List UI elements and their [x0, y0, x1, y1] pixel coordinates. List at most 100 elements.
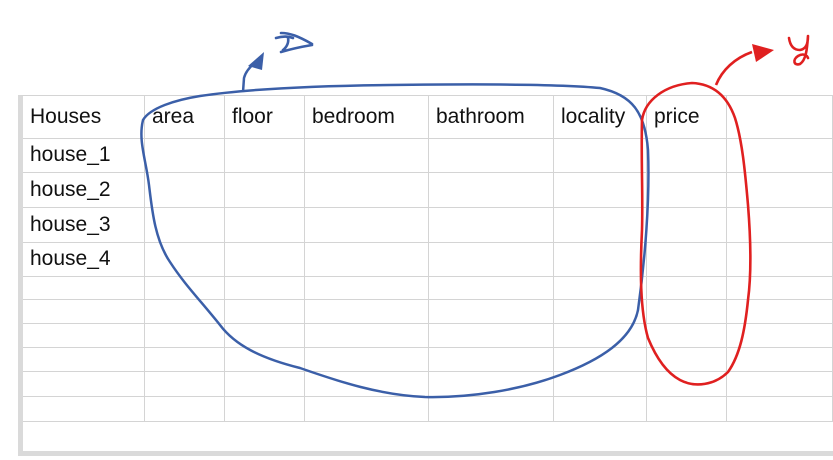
table-cell[interactable]	[429, 396, 554, 421]
x-arrow-head	[248, 52, 264, 70]
table-cell[interactable]	[305, 371, 429, 396]
table-cell[interactable]	[225, 242, 305, 276]
table-cell[interactable]	[305, 138, 429, 172]
table-cell[interactable]	[23, 396, 145, 421]
table-cell[interactable]	[145, 172, 225, 207]
table-cell[interactable]	[23, 347, 145, 371]
table-cell[interactable]	[647, 347, 727, 371]
table-cell[interactable]	[225, 299, 305, 323]
table-cell[interactable]	[647, 299, 727, 323]
table-cell[interactable]	[727, 371, 833, 396]
table-cell[interactable]	[225, 138, 305, 172]
spreadsheet-grid: Houses area floor bedroom bathroom locality pr…	[18, 95, 833, 456]
table-cell[interactable]	[727, 172, 833, 207]
table-cell[interactable]	[23, 276, 145, 299]
table-cell[interactable]	[145, 207, 225, 242]
table-cell[interactable]	[727, 347, 833, 371]
table-cell[interactable]	[429, 371, 554, 396]
table-cell[interactable]	[429, 276, 554, 299]
table-cell[interactable]	[305, 242, 429, 276]
table-cell[interactable]	[145, 299, 225, 323]
header-cell[interactable]: locality	[554, 96, 647, 138]
header-cell[interactable]: Houses	[23, 96, 145, 138]
table-cell[interactable]	[647, 323, 727, 347]
table-cell[interactable]	[429, 323, 554, 347]
table-cell[interactable]	[554, 371, 647, 396]
table-row: house_1	[23, 138, 833, 173]
table-cell[interactable]	[225, 276, 305, 299]
table-cell[interactable]	[429, 242, 554, 276]
table-cell[interactable]	[225, 396, 305, 421]
table-cell[interactable]	[727, 207, 833, 242]
table-cell[interactable]	[305, 276, 429, 299]
table-cell[interactable]	[145, 347, 225, 371]
table-cell[interactable]	[647, 371, 727, 396]
table-cell[interactable]	[554, 347, 647, 371]
header-cell[interactable]: price	[647, 96, 727, 138]
table-cell[interactable]	[647, 242, 727, 276]
table-cell[interactable]	[225, 347, 305, 371]
x-handwritten	[274, 31, 314, 54]
table-cell[interactable]	[554, 138, 647, 172]
table-cell[interactable]	[225, 172, 305, 207]
header-cell[interactable]: bedroom	[305, 96, 429, 138]
table-cell[interactable]: house_1	[23, 138, 145, 172]
table-cell[interactable]	[554, 242, 647, 276]
table-cell[interactable]	[647, 138, 727, 172]
table-cell[interactable]	[554, 299, 647, 323]
table-cell[interactable]	[225, 207, 305, 242]
table-row: house_2	[23, 172, 833, 208]
table-row	[23, 371, 833, 397]
header-cell[interactable]: floor	[225, 96, 305, 138]
header-row: Houses area floor bedroom bathroom locality pr…	[23, 96, 833, 139]
header-cell[interactable]: bathroom	[429, 96, 554, 138]
table-cell[interactable]	[145, 371, 225, 396]
table-cell[interactable]	[429, 138, 554, 172]
header-cell[interactable]	[727, 96, 833, 138]
header-cell[interactable]: area	[145, 96, 225, 138]
table-cell[interactable]	[305, 172, 429, 207]
table-cell[interactable]	[429, 347, 554, 371]
table-cell[interactable]	[429, 207, 554, 242]
table-cell[interactable]	[145, 396, 225, 421]
table-cell[interactable]	[554, 172, 647, 207]
table-cell[interactable]	[225, 323, 305, 347]
table-cell[interactable]	[429, 299, 554, 323]
table-cell[interactable]	[727, 396, 833, 421]
table-cell[interactable]	[305, 396, 429, 421]
table-cell[interactable]	[23, 323, 145, 347]
table-row	[23, 323, 833, 348]
y-arrow-head	[752, 44, 774, 62]
table-cell[interactable]	[554, 323, 647, 347]
table-cell[interactable]	[727, 323, 833, 347]
table-cell[interactable]	[305, 207, 429, 242]
table-cell[interactable]: house_4	[23, 242, 145, 276]
x-arrow-line	[241, 56, 263, 93]
y-handwritten	[787, 34, 810, 66]
table-cell[interactable]	[727, 276, 833, 299]
table-cell[interactable]	[145, 276, 225, 299]
table-cell[interactable]	[225, 371, 305, 396]
table-cell[interactable]	[554, 396, 647, 421]
table-cell[interactable]	[727, 299, 833, 323]
table-row: house_3	[23, 207, 833, 243]
table-cell[interactable]	[554, 276, 647, 299]
table-cell[interactable]	[145, 323, 225, 347]
table-cell[interactable]	[429, 172, 554, 207]
table-cell[interactable]	[305, 347, 429, 371]
table-cell[interactable]	[145, 138, 225, 172]
table-cell[interactable]	[23, 299, 145, 323]
table-cell[interactable]	[647, 276, 727, 299]
table-cell[interactable]	[305, 323, 429, 347]
table-cell[interactable]	[145, 242, 225, 276]
table-cell[interactable]	[23, 371, 145, 396]
table-cell[interactable]	[554, 207, 647, 242]
table-cell[interactable]	[647, 396, 727, 421]
table-cell[interactable]: house_3	[23, 207, 145, 242]
table-cell[interactable]	[727, 138, 833, 172]
table-cell[interactable]	[647, 172, 727, 207]
table-cell[interactable]: house_2	[23, 172, 145, 207]
table-cell[interactable]	[727, 242, 833, 276]
table-cell[interactable]	[647, 207, 727, 242]
table-cell[interactable]	[305, 299, 429, 323]
